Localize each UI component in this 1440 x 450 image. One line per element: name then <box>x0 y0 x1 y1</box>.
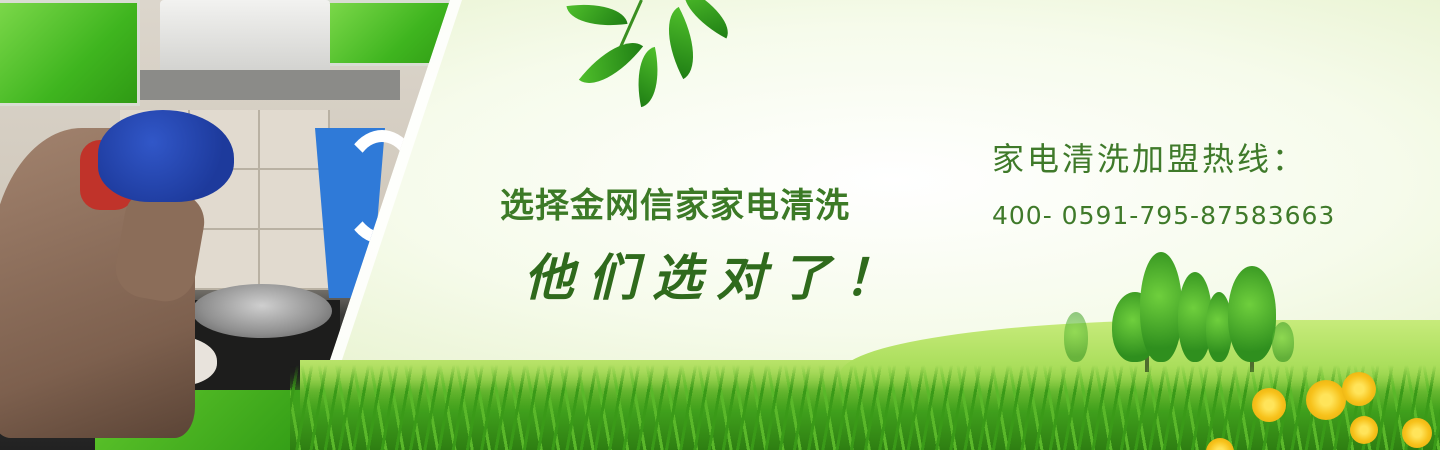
tree-icon <box>1140 252 1182 362</box>
tree-icon <box>1228 266 1276 362</box>
range-hood-base <box>140 70 400 100</box>
green-cabinet <box>325 0 450 66</box>
flower-icon <box>1342 372 1376 406</box>
flower-icon <box>1350 416 1378 444</box>
hotline-title: 家电清洗加盟热线： <box>992 140 1308 178</box>
hotline-number: 400- 0591-795-87583663 <box>992 201 1336 230</box>
flower-icon <box>1402 418 1432 448</box>
wok <box>192 284 332 338</box>
tree-icon <box>1206 292 1232 362</box>
flower-icon <box>1206 438 1234 450</box>
blue-cap <box>98 110 234 202</box>
flower-icon <box>1252 388 1286 422</box>
grass <box>290 365 1440 450</box>
flower-icon <box>1306 380 1346 420</box>
tree-icon <box>1064 312 1088 362</box>
green-cabinet <box>0 0 140 106</box>
slogan-line2: 他们选对了！ <box>524 248 908 307</box>
leaf-icon <box>629 46 667 108</box>
slogan-line1: 选择金网信家家电清洗 <box>500 186 850 226</box>
leaf-icon <box>566 0 628 32</box>
tree-icon <box>1272 322 1294 362</box>
leaf-icon <box>578 27 644 99</box>
range-hood <box>160 0 330 80</box>
